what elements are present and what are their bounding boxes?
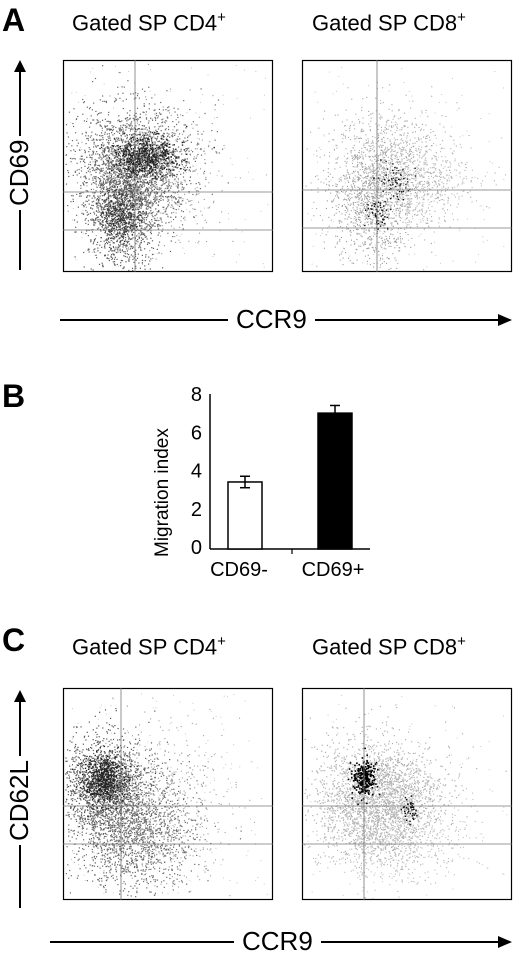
scatter-plot-cd4-cd69 <box>62 59 274 273</box>
event-dots <box>305 67 507 271</box>
category-label: CD69+ <box>302 559 365 581</box>
bar-cd69pos <box>317 412 353 550</box>
error-bar <box>330 404 340 422</box>
plot-title-c2: Gated SP CD8+ <box>312 634 466 658</box>
plot-title-sup: + <box>457 633 466 650</box>
panel-letter-b: B <box>2 378 26 414</box>
y-tick-label: 2 <box>191 499 202 521</box>
scatter-plot-cd8-cd69 <box>301 59 513 273</box>
x-axis-label-a: CCR9 <box>228 306 315 332</box>
plot-title-sup: + <box>217 633 226 650</box>
panel-letter-c: C <box>2 622 26 658</box>
plot-title-sup: + <box>217 9 226 26</box>
category-label: CD69- <box>210 559 268 581</box>
plot-title-c1: Gated SP CD4+ <box>72 634 226 658</box>
plot-title-text: Gated SP CD8 <box>312 634 458 660</box>
event-dots <box>65 693 268 898</box>
y-tick-label: 0 <box>191 537 202 559</box>
y-tick-label: 4 <box>191 461 202 483</box>
y-axis-label-a: CD69 <box>4 135 34 210</box>
plot-title-text: Gated SP CD4 <box>72 10 218 36</box>
event-dots <box>304 695 508 899</box>
panel-letter-a: A <box>2 2 26 38</box>
y-axis-label: Migration index <box>152 428 173 557</box>
scatter-plot-cd4-cd62l <box>62 687 274 901</box>
x-axis-label-c: CCR9 <box>234 928 321 954</box>
plot-title-sup: + <box>457 9 466 26</box>
y-tick-label: 8 <box>191 384 202 406</box>
plot-title-text: Gated SP CD4 <box>72 634 218 660</box>
error-bar <box>240 475 250 489</box>
y-tick-label: 6 <box>191 422 202 444</box>
y-axis-label-c: CD62L <box>4 756 34 845</box>
plot-title-a2: Gated SP CD8+ <box>312 10 466 34</box>
scatter-plot-cd8-cd62l <box>301 687 513 901</box>
event-dots <box>65 63 269 272</box>
bar-chart-migration-index: 0 2 4 6 8 Migration index CD69- CD69+ <box>152 384 370 581</box>
plot-title-text: Gated SP CD8 <box>312 10 458 36</box>
plot-title-a1: Gated SP CD4+ <box>72 10 226 34</box>
bar-cd69neg <box>227 481 263 550</box>
